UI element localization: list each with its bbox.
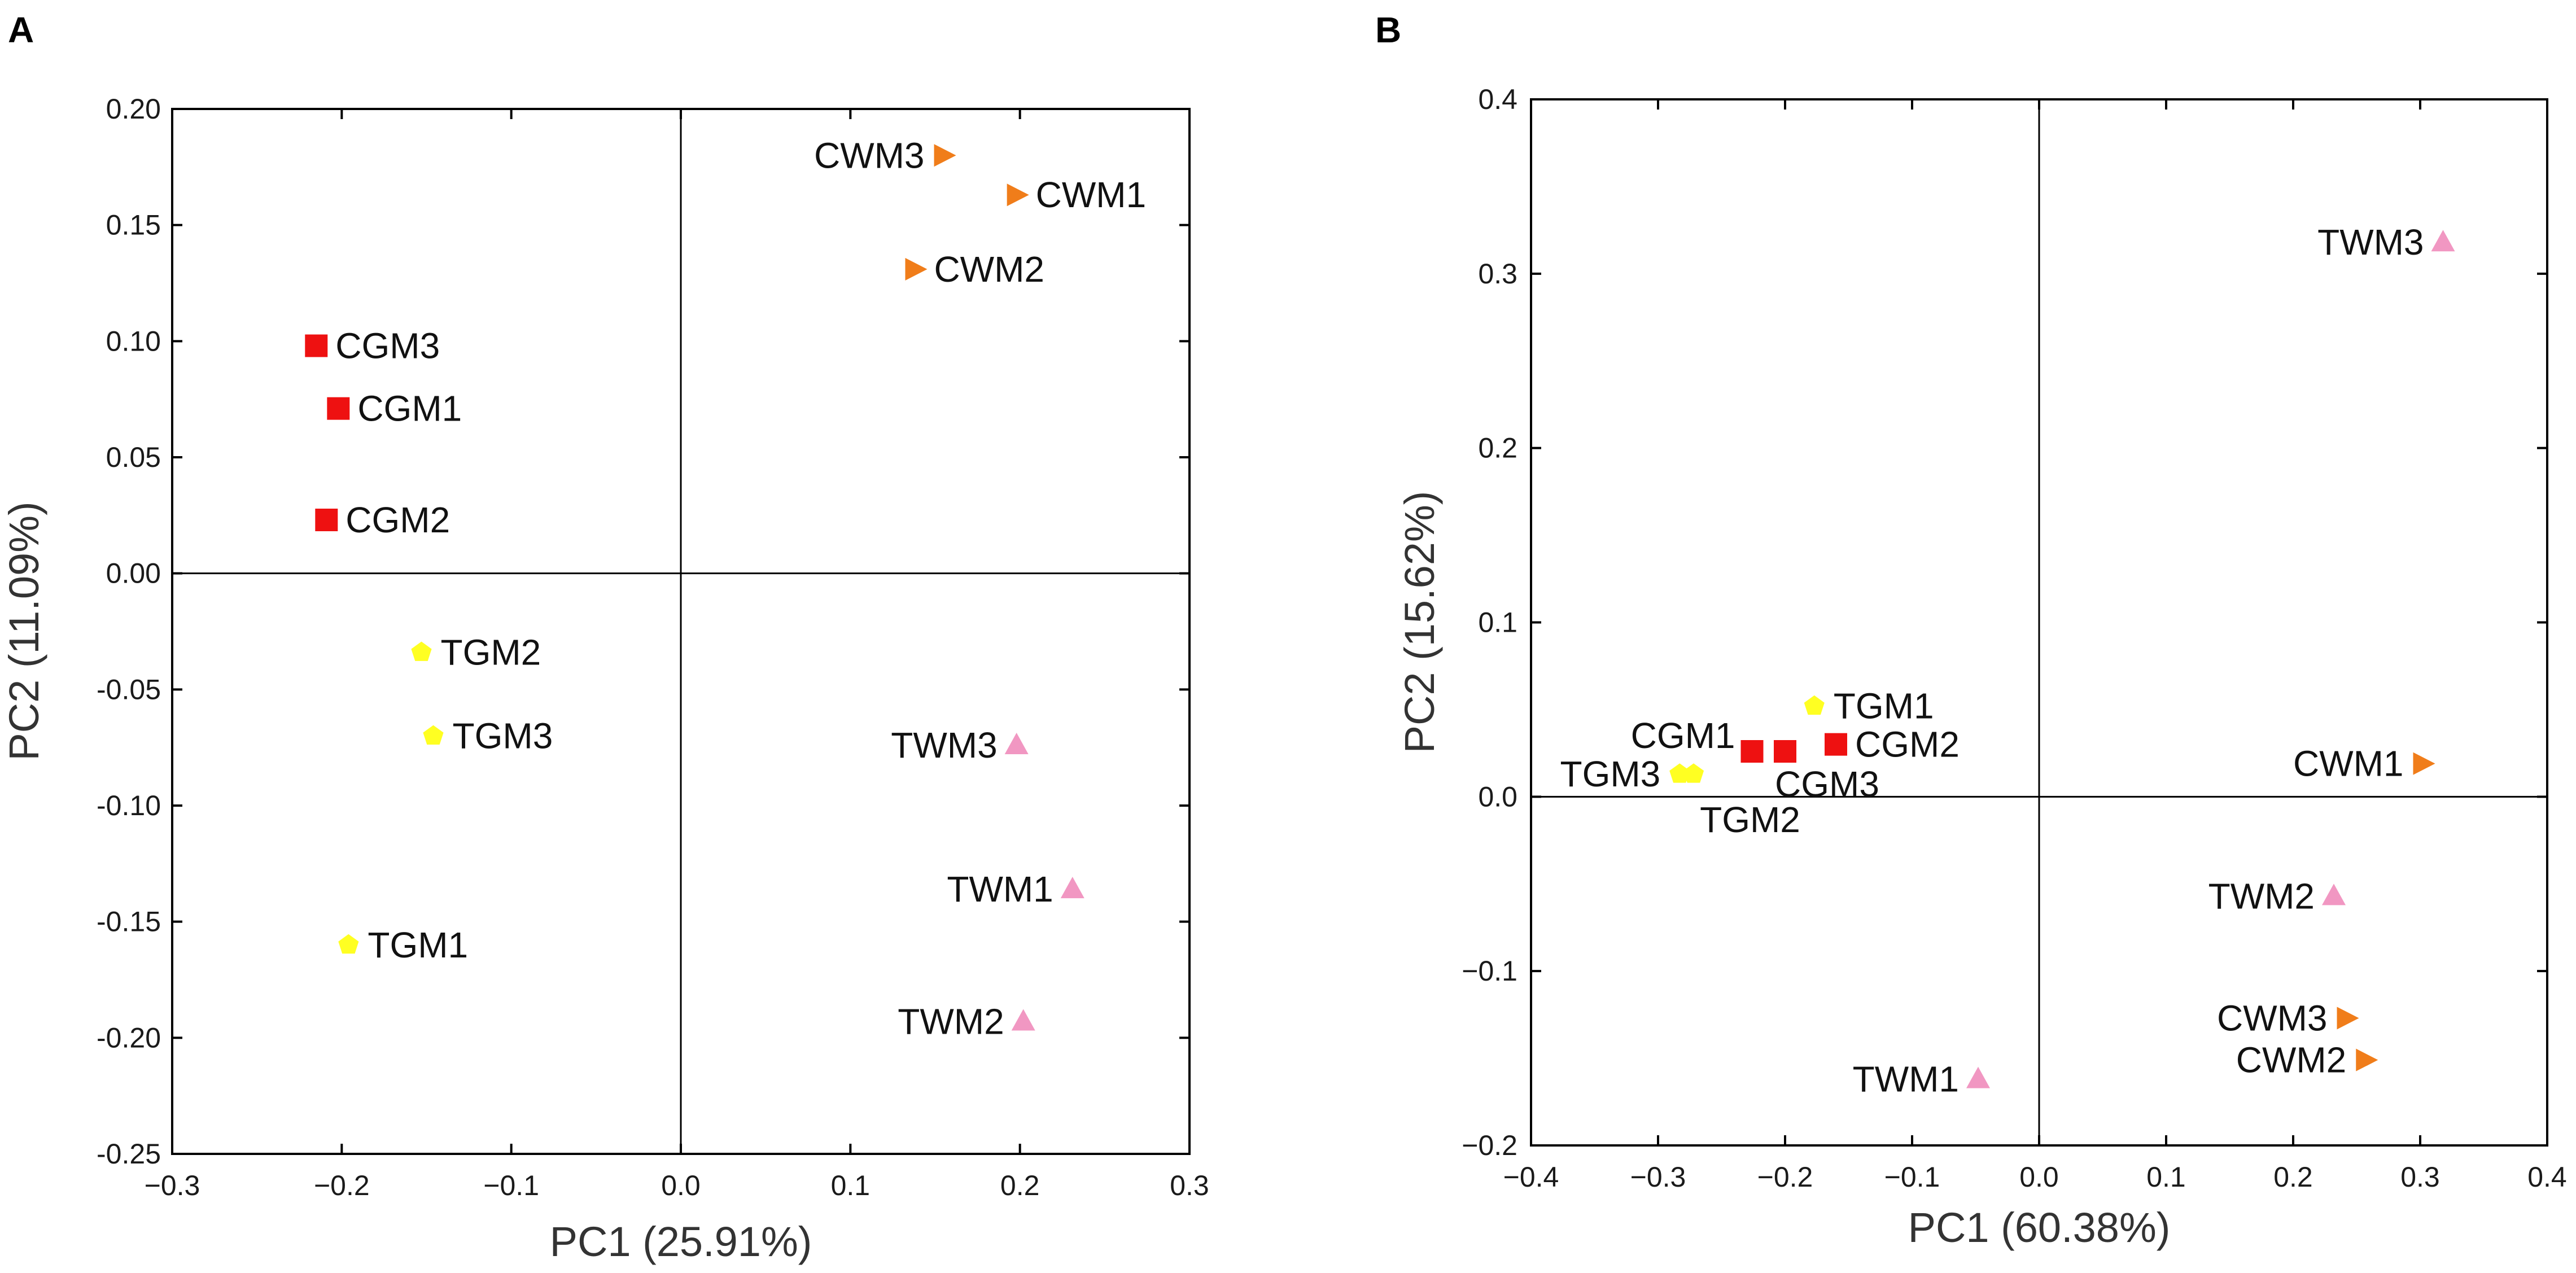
panel-b-x-tick-label: 0.1: [2146, 1161, 2186, 1193]
point-cwm1: [1007, 183, 1029, 207]
point-label-twm1: TWM1: [1853, 1059, 1959, 1100]
point-label-twm3: TWM3: [2317, 222, 2424, 263]
panel-b-y-tick-label: 0.3: [1478, 258, 1517, 290]
panel-a-x-tick-label: 0.0: [661, 1170, 701, 1201]
point-tgm2: [1683, 763, 1704, 783]
point-tgm3: [1669, 763, 1690, 783]
point-label-cwm2: CWM2: [934, 249, 1044, 290]
panel-b-y-tick-label: 0.2: [1478, 432, 1517, 464]
panel-a-x-axis-title: PC1 (25.91%): [550, 1218, 812, 1265]
point-twm1: [1060, 877, 1084, 899]
point-cwm2: [905, 257, 928, 281]
panel-a-letter: A: [8, 10, 34, 50]
panel-a-x-tick-label: 0.2: [1000, 1170, 1040, 1201]
panel-a-y-tick-label: -0.25: [97, 1138, 161, 1170]
point-cgm1: [327, 397, 350, 420]
panel-b-y-tick-label: 0.4: [1478, 84, 1517, 115]
point-cwm1: [2413, 752, 2435, 775]
panel-a-y-tick-label: -0.10: [97, 790, 161, 821]
panel-a-y-axis-title: PC2 (11.09%): [1, 501, 47, 760]
panel-a: A −0.3 −0.2 −0.1 0.0 0.1 0.2 0.3 0.20 0.15 0.10 0.…: [1, 10, 1209, 1265]
panel-b-x-tick-label: 0.2: [2273, 1161, 2313, 1193]
point-label-twm1: TWM1: [947, 869, 1053, 909]
point-label-cgm1: CGM1: [357, 388, 462, 429]
point-tgm3: [423, 725, 444, 745]
point-cgm2: [315, 509, 338, 532]
point-label-twm3: TWM3: [891, 725, 997, 765]
point-label-cgm3: CGM3: [1775, 764, 1879, 804]
panel-a-y-tick-label: -0.20: [97, 1022, 161, 1053]
point-cgm3: [305, 334, 328, 357]
panel-a-y-tick-label: 0.20: [106, 93, 161, 125]
point-label-cwm1: CWM1: [2293, 743, 2404, 784]
panel-b-y-tick-label: 0.0: [1478, 781, 1517, 812]
panel-b-letter: B: [1375, 10, 1401, 50]
point-label-twm2: TWM2: [898, 1001, 1004, 1042]
point-label-tgm1: TGM1: [368, 925, 468, 965]
point-twm2: [2322, 883, 2346, 905]
point-twm3: [2431, 230, 2455, 252]
panel-a-x-tick-label: −0.1: [483, 1170, 539, 1201]
point-twm3: [1004, 733, 1029, 755]
panel-a-y-tick-label: 0.15: [106, 209, 161, 241]
panel-b-x-axis-title: PC1 (60.38%): [1908, 1204, 2171, 1251]
panel-a-y-tick-label: 0.10: [106, 325, 161, 357]
point-twm1: [1966, 1066, 1990, 1088]
point-label-twm2: TWM2: [2208, 876, 2315, 916]
point-label-cgm2: CGM2: [345, 500, 450, 540]
panel-b: B −0.4 −0.3 −0.2 −0.1 0.0 0.1 0.2 0.3 0.4 0.4 0.3 0…: [1375, 10, 2567, 1251]
point-label-cwm2: CWM2: [2236, 1040, 2347, 1080]
point-label-cwm1: CWM1: [1036, 174, 1147, 215]
panel-b-x-tick-label: −0.4: [1503, 1161, 1559, 1193]
panel-a-x-tick-label: 0.1: [831, 1170, 871, 1201]
point-label-cgm1: CGM1: [1631, 715, 1735, 756]
panel-a-y-tick-label: 0.05: [106, 441, 161, 473]
point-tgm1: [338, 934, 359, 954]
point-label-tgm3: TGM3: [453, 716, 553, 756]
point-tgm2: [411, 641, 432, 661]
panel-a-y-tick-label: -0.15: [97, 906, 161, 938]
point-label-cgm3: CGM3: [335, 326, 440, 366]
panel-a-y-tick-label: -0.05: [97, 673, 161, 705]
point-label-tgm1: TGM1: [1834, 686, 1934, 727]
panel-a-x-tick-label: 0.3: [1170, 1170, 1209, 1201]
point-tgm1: [1804, 695, 1825, 715]
panel-b-x-tick-label: −0.1: [1884, 1161, 1940, 1193]
point-cgm1: [1740, 740, 1764, 763]
panel-b-y-tick-label: −0.2: [1462, 1130, 1517, 1161]
point-label-cwm3: CWM3: [814, 135, 925, 176]
panel-b-y-axis-title: PC2 (15.62%): [1396, 491, 1443, 754]
point-label-cgm2: CGM2: [1855, 724, 1960, 765]
panel-b-x-tick-label: 0.0: [2019, 1161, 2059, 1193]
point-cgm2: [1825, 733, 1847, 756]
panel-b-x-tick-label: 0.3: [2400, 1161, 2440, 1193]
panel-a-x-tick-label: −0.3: [145, 1170, 200, 1201]
panel-b-x-tick-label: −0.3: [1630, 1161, 1686, 1193]
panel-b-y-tick-label: −0.1: [1462, 955, 1517, 987]
point-label-tgm2: TGM2: [1700, 799, 1800, 840]
point-cwm2: [2356, 1048, 2378, 1071]
point-cgm3: [1774, 740, 1796, 763]
panel-b-x-tick-label: −0.2: [1757, 1161, 1813, 1193]
point-cwm3: [2337, 1007, 2359, 1030]
panel-b-y-tick-label: 0.1: [1478, 607, 1517, 638]
point-twm2: [1011, 1009, 1035, 1031]
point-cwm3: [934, 144, 956, 167]
point-label-tgm3: TGM3: [1560, 754, 1660, 794]
panel-b-x-tick-label: 0.4: [2527, 1161, 2567, 1193]
panel-a-x-tick-label: −0.2: [314, 1170, 370, 1201]
panel-a-y-tick-label: 0.00: [106, 558, 161, 589]
point-label-tgm2: TGM2: [440, 632, 541, 673]
point-label-cwm3: CWM3: [2217, 998, 2328, 1039]
